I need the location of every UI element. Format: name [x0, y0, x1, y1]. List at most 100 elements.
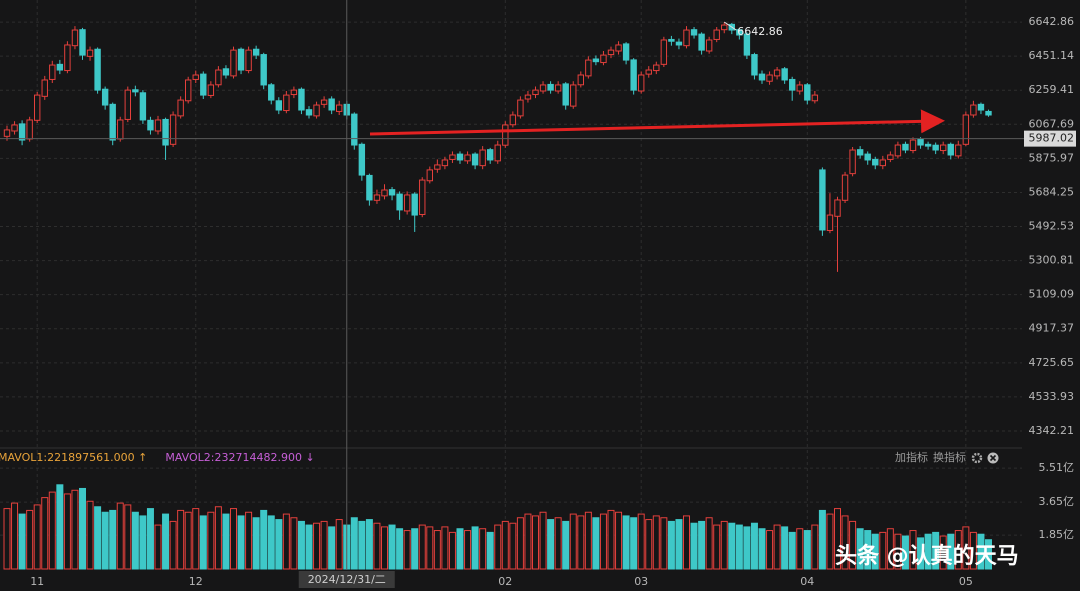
candle-body [479, 149, 486, 167]
candle-body [932, 144, 939, 151]
candle-body [434, 164, 441, 170]
volume-bar [396, 528, 404, 570]
candle-body [970, 104, 977, 116]
add-indicator-button[interactable]: 加指标 [895, 450, 928, 464]
x-tick-label: 02 [498, 575, 512, 588]
candle-body [766, 74, 773, 82]
crosshair-date-box [298, 571, 395, 588]
volume-bar [660, 517, 668, 570]
candle-body [11, 124, 18, 132]
volume-bar [841, 515, 849, 570]
y-tick-label: 5875.97 [1029, 151, 1075, 164]
candle-body [162, 118, 169, 146]
volume-bar [33, 504, 41, 570]
candle-body [607, 49, 615, 56]
candle-body [34, 94, 41, 121]
volume-bar [698, 520, 706, 570]
candle-body [41, 79, 48, 97]
volume-bar [109, 509, 117, 570]
volume-bar [569, 513, 577, 570]
volume-bar [56, 484, 64, 570]
candle-body [872, 158, 879, 166]
volume-bar [297, 520, 305, 570]
settings-icon[interactable] [971, 452, 983, 464]
candle-body [449, 154, 456, 160]
volume-bar [683, 515, 690, 570]
volume-bar [479, 528, 487, 570]
candle-body [736, 29, 743, 36]
volume-bar [773, 524, 781, 570]
candle-body [230, 49, 237, 77]
volume-bar [245, 511, 253, 570]
volume-bar [124, 504, 132, 570]
candle-body [705, 39, 713, 52]
y-tick-label: 6642.86 [1029, 15, 1075, 28]
candle-body [464, 154, 471, 162]
volume-bar [743, 526, 751, 570]
volume-legend: MAVOL1:221897561.000 ↑ [0, 451, 147, 464]
volume-tick-label: 3.65亿 [1039, 495, 1075, 508]
candle-body [683, 29, 690, 47]
volume-bar [554, 517, 562, 570]
volume-bar [358, 520, 366, 570]
volume-bar [924, 533, 932, 570]
crosshair-price: 5987.02 [1029, 132, 1075, 145]
candle-body [124, 89, 131, 120]
volume-bar [834, 508, 841, 570]
volume-bar [932, 531, 940, 570]
volume-bar [607, 509, 615, 570]
volume-bar [486, 531, 494, 570]
volume-bar [652, 515, 660, 570]
candle-body [924, 143, 932, 147]
candle-body [456, 153, 464, 161]
switch-indicator-button[interactable]: 换指标 [933, 450, 966, 464]
volume-bar [131, 511, 139, 570]
volume-bar [441, 526, 449, 570]
volume-bar [879, 531, 887, 570]
volume-bar [977, 533, 985, 570]
candle-body [471, 153, 479, 166]
volume-bar [146, 508, 154, 570]
candle-body [524, 94, 532, 100]
volume-bar [426, 526, 434, 570]
candle-body [185, 79, 192, 102]
close-icon[interactable] [987, 452, 999, 464]
volume-bar [637, 513, 645, 570]
candle-body [690, 29, 698, 36]
candle-body [215, 69, 222, 86]
candle-body [237, 48, 245, 71]
volume-bar [539, 511, 547, 570]
volume-bar [260, 509, 268, 570]
candle-body [71, 29, 79, 47]
candle-body [94, 48, 101, 91]
candle-body [668, 38, 675, 42]
volume-bar [252, 517, 260, 570]
candle-body [3, 129, 11, 137]
volume-bar [524, 513, 532, 570]
volume-bar [826, 513, 834, 570]
volume-bar [667, 520, 675, 570]
candle-body [962, 114, 970, 145]
volume-bar [811, 524, 819, 570]
crosshair-price-box [1024, 130, 1076, 147]
candle-body [169, 114, 177, 145]
candle-body [441, 159, 449, 167]
volume-bar [230, 508, 237, 570]
candle-body [849, 149, 856, 175]
candle-body [419, 179, 426, 216]
volume-bar [720, 520, 728, 570]
volume-bar [320, 520, 328, 570]
volume-tick-label: 1.85亿 [1039, 528, 1075, 541]
candle-body [864, 153, 871, 161]
candle-body [539, 84, 547, 92]
volume-bar [584, 511, 592, 570]
candle-body [298, 88, 305, 111]
candle-body [252, 48, 260, 56]
volume-bar [207, 511, 215, 570]
volume-bar [388, 524, 396, 570]
candle-body [977, 103, 985, 111]
candle-body [630, 59, 637, 91]
candle-body [713, 29, 720, 40]
volume-bar [599, 513, 607, 570]
candle-body [577, 74, 584, 86]
